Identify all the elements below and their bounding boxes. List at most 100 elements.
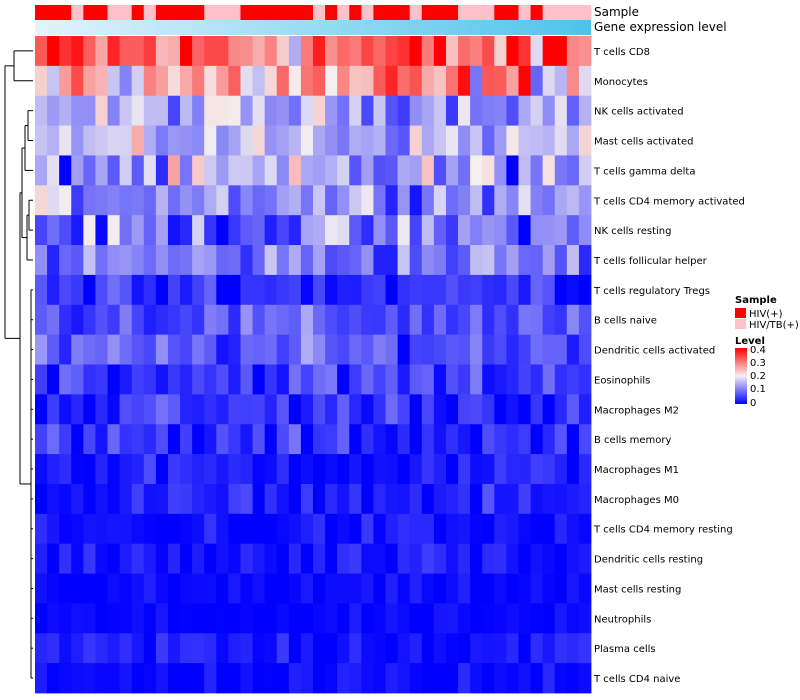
heatmap-cell xyxy=(313,454,326,485)
heatmap-cell xyxy=(107,663,121,694)
heatmap-cell xyxy=(83,454,96,485)
row-label: Mast cells activated xyxy=(594,137,693,148)
heatmap-cell xyxy=(95,155,108,186)
legend-tick-02: 0.2 xyxy=(750,371,766,382)
heatmap-cell xyxy=(228,215,241,246)
row-label: Plasma cells xyxy=(594,644,656,655)
heatmap-cell xyxy=(131,334,145,365)
legend-level-title: Level xyxy=(735,336,765,347)
heatmap-cell xyxy=(361,65,374,97)
heatmap-cell xyxy=(337,454,350,485)
row-label: Dendritic cells activated xyxy=(594,346,715,357)
heatmap-cell xyxy=(530,394,544,425)
heatmap-cell xyxy=(313,245,326,276)
heatmap-cell xyxy=(409,65,423,97)
heatmap-cell xyxy=(155,274,169,306)
heatmap-cell xyxy=(264,573,278,604)
heatmap-cell xyxy=(276,274,290,306)
heatmap-cell xyxy=(554,394,568,425)
heatmap-cell xyxy=(482,633,495,664)
heatmap-cell xyxy=(276,513,290,545)
heatmap-cell xyxy=(554,125,568,156)
sample-annotation-cell xyxy=(506,5,519,20)
heatmap-cell xyxy=(397,304,411,336)
heatmap-cell xyxy=(518,334,531,365)
heatmap-cell xyxy=(264,125,278,156)
heatmap-cell xyxy=(107,36,121,67)
heatmap-cell xyxy=(397,334,411,365)
heatmap-cell xyxy=(566,394,580,425)
heatmap-cell xyxy=(361,394,374,425)
heatmap-cell xyxy=(47,573,60,604)
heatmap-cell xyxy=(35,543,48,574)
heatmap-cell xyxy=(361,603,374,634)
heatmap-cell xyxy=(554,185,568,216)
heatmap-cell xyxy=(240,573,253,604)
heatmap-cell xyxy=(300,95,314,126)
heatmap-cell xyxy=(107,573,121,604)
heatmap-cell xyxy=(300,633,314,664)
heatmap-cell xyxy=(264,394,278,425)
heatmap-cell xyxy=(47,304,60,336)
row-label: T cells gamma delta xyxy=(593,166,695,177)
heatmap-cell xyxy=(252,364,266,395)
heatmap-cell xyxy=(373,394,386,425)
heatmap-cell xyxy=(276,155,290,186)
sample-annotation-cell xyxy=(288,5,302,20)
heatmap-cell xyxy=(578,424,592,455)
row-label: B cells memory xyxy=(594,435,671,446)
heatmap-cell xyxy=(337,125,350,156)
heatmap-cell xyxy=(119,95,133,126)
heatmap-cell xyxy=(325,543,338,574)
heatmap-cell xyxy=(385,334,399,365)
heatmap-cell xyxy=(119,274,133,306)
heatmap-cell xyxy=(143,663,157,694)
heatmap-cell xyxy=(373,454,386,485)
heatmap-cell xyxy=(288,663,302,694)
heatmap-cell xyxy=(216,573,229,604)
heatmap-cell xyxy=(470,424,483,455)
heatmap-cell xyxy=(300,454,314,485)
heatmap-cell xyxy=(530,245,544,276)
heatmap-cell xyxy=(83,543,96,574)
heatmap-cell xyxy=(518,185,531,216)
heatmap-cell xyxy=(542,304,556,336)
heatmap-cell xyxy=(35,125,48,156)
heatmap-cell xyxy=(228,633,241,664)
heatmap-cell xyxy=(313,394,326,425)
heatmap-cell xyxy=(95,633,108,664)
heatmap-cell xyxy=(397,364,411,395)
heatmap-cell xyxy=(119,543,133,574)
heatmap-cell xyxy=(143,65,157,97)
heatmap-cell xyxy=(180,304,193,336)
heatmap-cell xyxy=(530,663,544,694)
heatmap-cell xyxy=(107,364,121,395)
heatmap-cell xyxy=(228,394,241,425)
heatmap-cell xyxy=(373,483,386,515)
heatmap-cell xyxy=(373,364,386,395)
heatmap-cell xyxy=(264,334,278,365)
heatmap-cell xyxy=(385,513,399,545)
heatmap-cell xyxy=(276,185,290,216)
heatmap-cell xyxy=(59,633,72,664)
heatmap-cell xyxy=(47,125,60,156)
heatmap-cell xyxy=(518,483,531,515)
heatmap-cell xyxy=(458,245,471,276)
heatmap-cell xyxy=(119,633,133,664)
heatmap-cell xyxy=(445,95,459,126)
heatmap-cell xyxy=(361,245,374,276)
heatmap-cell xyxy=(155,334,169,365)
heatmap-cell xyxy=(143,603,157,634)
heatmap-cell xyxy=(445,334,459,365)
heatmap-cell xyxy=(421,274,435,306)
heatmap-cell xyxy=(288,513,302,545)
legend-label-hiv-tb: HIV/TB(+) xyxy=(749,320,799,331)
heatmap-cell xyxy=(313,36,326,67)
heatmap-cell xyxy=(167,36,181,67)
row-label: Monocytes xyxy=(594,77,648,88)
heatmap-cell xyxy=(71,215,84,246)
heatmap-cell xyxy=(264,185,278,216)
heatmap-cell xyxy=(578,185,592,216)
heatmap-cell xyxy=(264,155,278,186)
heatmap-cell xyxy=(542,663,556,694)
